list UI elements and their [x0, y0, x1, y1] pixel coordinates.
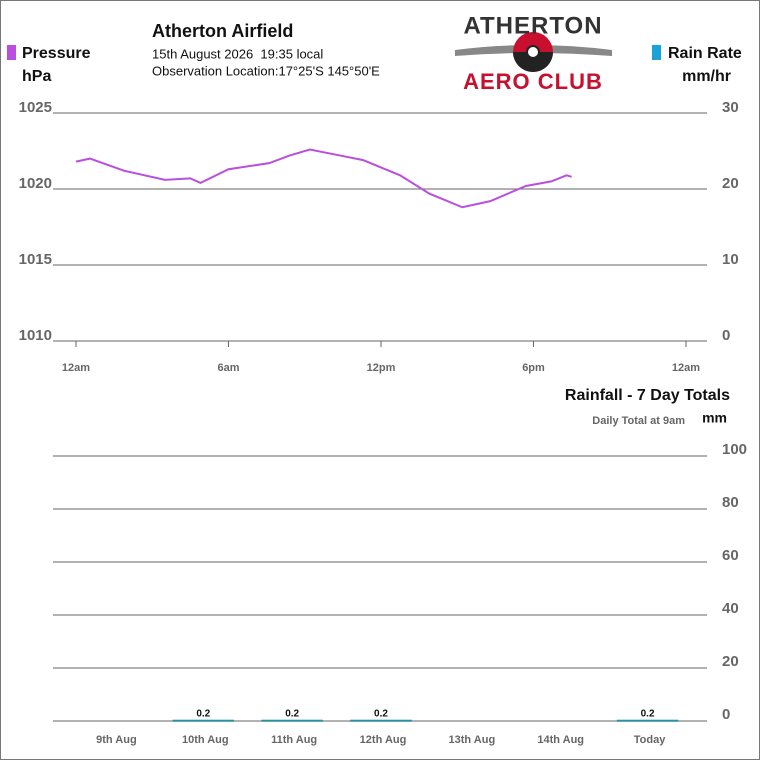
y-tick-label: 1010: [19, 327, 52, 344]
title: Atherton Airfield: [152, 21, 293, 41]
y-tick-label: 1025: [19, 99, 52, 116]
bar: [261, 719, 323, 722]
x-tick-label: 11th Aug: [271, 734, 317, 746]
x-tick-label: 14th Aug: [537, 734, 584, 746]
y-tick-label: 20: [722, 653, 739, 670]
x-tick-label: 12pm: [367, 362, 396, 374]
x-tick-label: 12am: [62, 362, 90, 374]
y-tick-label: 100: [722, 441, 747, 458]
x-tick-label: 12am: [672, 362, 700, 374]
y2-tick-label: 20: [722, 175, 739, 192]
y-axis-label: hPa: [22, 68, 51, 85]
y-tick-label: 1020: [19, 175, 52, 192]
value-label: 0.2: [196, 709, 210, 720]
y-tick-label: 1015: [19, 251, 52, 268]
logo-hub: [526, 45, 540, 59]
logo-line1: ATHERTON: [463, 12, 602, 39]
bar-subtitle: Daily Total at 9am: [592, 415, 685, 427]
value-label: 0.2: [641, 709, 655, 720]
x-tick-label: 10th Aug: [182, 734, 229, 746]
legend-swatch: [652, 45, 661, 60]
logo-line2: AERO CLUB: [463, 69, 603, 94]
x-tick-label: 6am: [217, 362, 239, 374]
y-axis-label: mm: [702, 410, 727, 426]
y-tick-label: 60: [722, 547, 739, 564]
bar-title: Rainfall - 7 Day Totals: [565, 387, 730, 404]
value-label: 0.2: [285, 709, 299, 720]
y-tick-label: 0: [722, 706, 730, 723]
date-line: 15th August 2026 19:35 local: [152, 46, 323, 61]
bar: [616, 719, 679, 722]
bar: [350, 719, 412, 722]
legend-swatch: [7, 45, 16, 60]
value-label: 0.2: [374, 709, 388, 720]
bar: [172, 719, 235, 722]
x-tick-label: 6pm: [522, 362, 545, 374]
x-tick-label: 13th Aug: [449, 734, 496, 746]
y-tick-label: 80: [722, 494, 739, 511]
legend-label: Rain Rate: [668, 45, 742, 62]
logo: ATHERTON AERO CLUB: [455, 12, 612, 94]
series-line: [75, 148, 572, 209]
x-tick-label: 12th Aug: [360, 734, 407, 746]
y2-tick-label: 30: [722, 99, 739, 116]
x-tick-label: 9th Aug: [96, 734, 137, 746]
legend-label: Pressure: [22, 45, 91, 62]
y2-axis-label: mm/hr: [682, 68, 731, 85]
y-tick-label: 40: [722, 600, 739, 617]
y2-tick-label: 0: [722, 327, 730, 344]
location-line: Observation Location:17°25'S 145°50'E: [152, 63, 380, 78]
x-tick-label: Today: [634, 734, 666, 746]
logo-disc-lower: [513, 52, 553, 72]
y2-tick-label: 10: [722, 251, 739, 268]
